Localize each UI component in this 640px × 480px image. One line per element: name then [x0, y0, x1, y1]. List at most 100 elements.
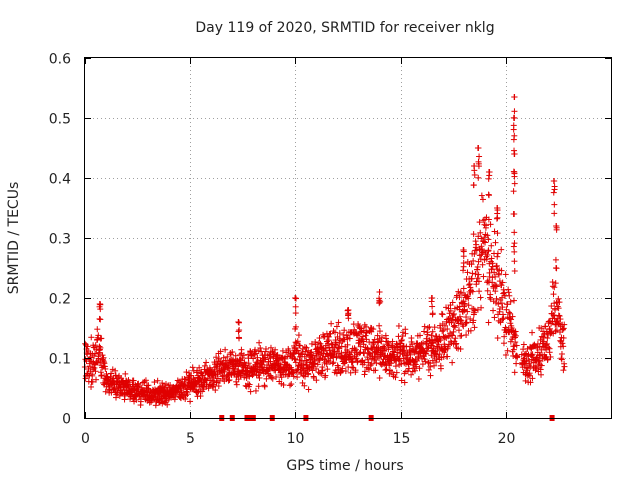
data-point [546, 325, 553, 332]
data-point [293, 367, 300, 374]
data-point [487, 221, 494, 228]
data-point [252, 350, 259, 357]
data-point [470, 231, 477, 238]
data-point [485, 319, 492, 326]
data-point [492, 288, 499, 295]
data-point [267, 344, 274, 351]
data-point [316, 339, 323, 346]
data-point [362, 332, 369, 339]
data-point [510, 126, 517, 133]
data-point [303, 344, 310, 351]
data-point [98, 335, 105, 342]
data-point [436, 351, 443, 358]
data-point [439, 311, 446, 318]
data-point [381, 361, 388, 368]
data-points [81, 94, 568, 409]
data-point [376, 289, 383, 295]
data-point [476, 153, 483, 160]
data-point [471, 307, 478, 314]
data-point [92, 342, 99, 349]
data-point [372, 356, 379, 363]
data-point [488, 242, 495, 249]
data-point [485, 191, 492, 198]
data-point [164, 401, 171, 408]
data-point [458, 317, 465, 324]
data-point [347, 369, 354, 376]
data-point [209, 372, 216, 379]
data-point [250, 371, 257, 378]
data-point [471, 171, 478, 178]
data-point [307, 349, 314, 356]
data-point [363, 323, 370, 330]
data-point [474, 306, 481, 313]
data-point [507, 298, 514, 305]
data-point [460, 267, 467, 274]
data-point [475, 278, 482, 285]
data-point [510, 188, 517, 195]
data-point [402, 330, 409, 337]
data-point [235, 319, 242, 325]
data-point [332, 367, 339, 374]
data-point [269, 375, 276, 382]
data-point [222, 346, 229, 353]
data-point [553, 264, 560, 271]
data-point [469, 288, 476, 295]
data-point [429, 357, 436, 364]
data-point [538, 325, 545, 332]
data-point [492, 273, 499, 280]
data-point [183, 369, 190, 376]
data-point [314, 361, 321, 368]
data-point [250, 355, 257, 362]
data-point [551, 178, 558, 184]
data-point [252, 387, 259, 394]
data-point [322, 372, 329, 379]
data-point [102, 365, 109, 372]
data-point [558, 350, 565, 357]
data-point [460, 323, 467, 330]
data-point [372, 367, 379, 374]
x-axis-label: GPS time / hours [286, 458, 403, 474]
data-point [277, 361, 284, 368]
data-point [376, 355, 383, 362]
data-point [357, 343, 364, 350]
data-point [504, 301, 511, 308]
data-point [405, 365, 412, 372]
data-point [511, 211, 518, 217]
data-point [463, 332, 470, 339]
data-point [471, 251, 478, 258]
data-point [342, 356, 349, 363]
data-point [319, 367, 326, 374]
data-point [97, 306, 104, 313]
data-point [511, 267, 518, 274]
data-point [485, 216, 492, 223]
data-point [290, 373, 297, 380]
data-point [485, 236, 492, 243]
data-point [512, 332, 519, 339]
data-point [203, 359, 210, 366]
data-point [442, 333, 449, 340]
data-point [159, 380, 166, 387]
data-point [493, 215, 500, 222]
data-point [364, 354, 371, 361]
data-point [560, 334, 567, 341]
data-point [507, 320, 514, 327]
data-point [398, 337, 405, 344]
data-point [102, 388, 109, 395]
x-tick-label: 20 [498, 431, 516, 447]
data-point [367, 362, 374, 369]
data-point [262, 345, 269, 352]
data-point [473, 247, 480, 254]
data-point [385, 346, 392, 353]
data-point [261, 383, 268, 390]
data-point [493, 283, 500, 290]
data-point [378, 351, 385, 358]
data-point [460, 285, 467, 292]
data-point [437, 365, 444, 372]
data-point [464, 308, 471, 315]
data-point [199, 372, 206, 379]
data-point [345, 307, 351, 313]
data-point [217, 348, 224, 355]
data-point [315, 356, 322, 363]
data-point [376, 375, 383, 382]
data-point [392, 363, 399, 370]
